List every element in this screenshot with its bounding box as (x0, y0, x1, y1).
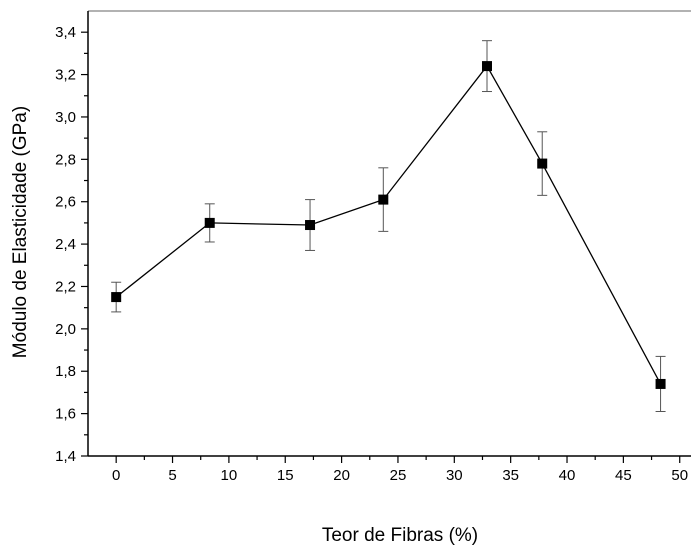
plot-frame (87, 10, 691, 457)
y-tick-label: 1,8 (55, 363, 76, 380)
data-point (305, 220, 316, 231)
x-tick-label: 35 (502, 467, 519, 484)
x-tick-label: 10 (221, 467, 238, 484)
data-point (378, 194, 389, 205)
x-tick-label: 0 (112, 467, 120, 484)
x-tick-label: 5 (168, 467, 176, 484)
x-tick-label: 25 (390, 467, 407, 484)
y-tick-label: 2,2 (55, 278, 76, 295)
series-path (115, 64, 662, 385)
x-tick-label: 15 (277, 467, 294, 484)
x-tick-label: 20 (333, 467, 350, 484)
x-axis-ticks: 0 5 10 15 20 25 30 35 40 45 50 (112, 456, 688, 484)
y-tick-label: 2,4 (55, 236, 76, 253)
series-line (115, 64, 662, 385)
x-tick-label: 45 (615, 467, 632, 484)
x-axis-title: Teor de Fibras (%) (322, 525, 478, 546)
y-axis-ticks: 1,4 1,6 1,8 2,0 2,2 2,4 2,6 2,8 3,0 3,2 3,4 (55, 24, 88, 465)
y-tick-label: 1,6 (55, 406, 76, 423)
y-tick-label: 1,4 (55, 448, 76, 465)
data-point (204, 217, 215, 228)
y-axis-title: Módulo de Elasticidade (GPa) (10, 106, 31, 358)
x-tick-label: 50 (671, 467, 688, 484)
data-point (655, 378, 666, 389)
y-tick-label: 3,0 (55, 109, 76, 126)
data-points (111, 61, 666, 389)
data-point (111, 292, 122, 303)
y-tick-label: 3,4 (55, 24, 76, 41)
y-tick-label: 2,6 (55, 194, 76, 211)
y-tick-label: 3,2 (55, 67, 76, 84)
error-bars (111, 40, 666, 412)
x-tick-label: 40 (559, 467, 576, 484)
data-point (537, 158, 548, 169)
data-point (481, 61, 492, 72)
y-tick-label: 2,8 (55, 151, 76, 168)
y-tick-label: 2,0 (55, 321, 76, 338)
x-tick-label: 30 (446, 467, 463, 484)
